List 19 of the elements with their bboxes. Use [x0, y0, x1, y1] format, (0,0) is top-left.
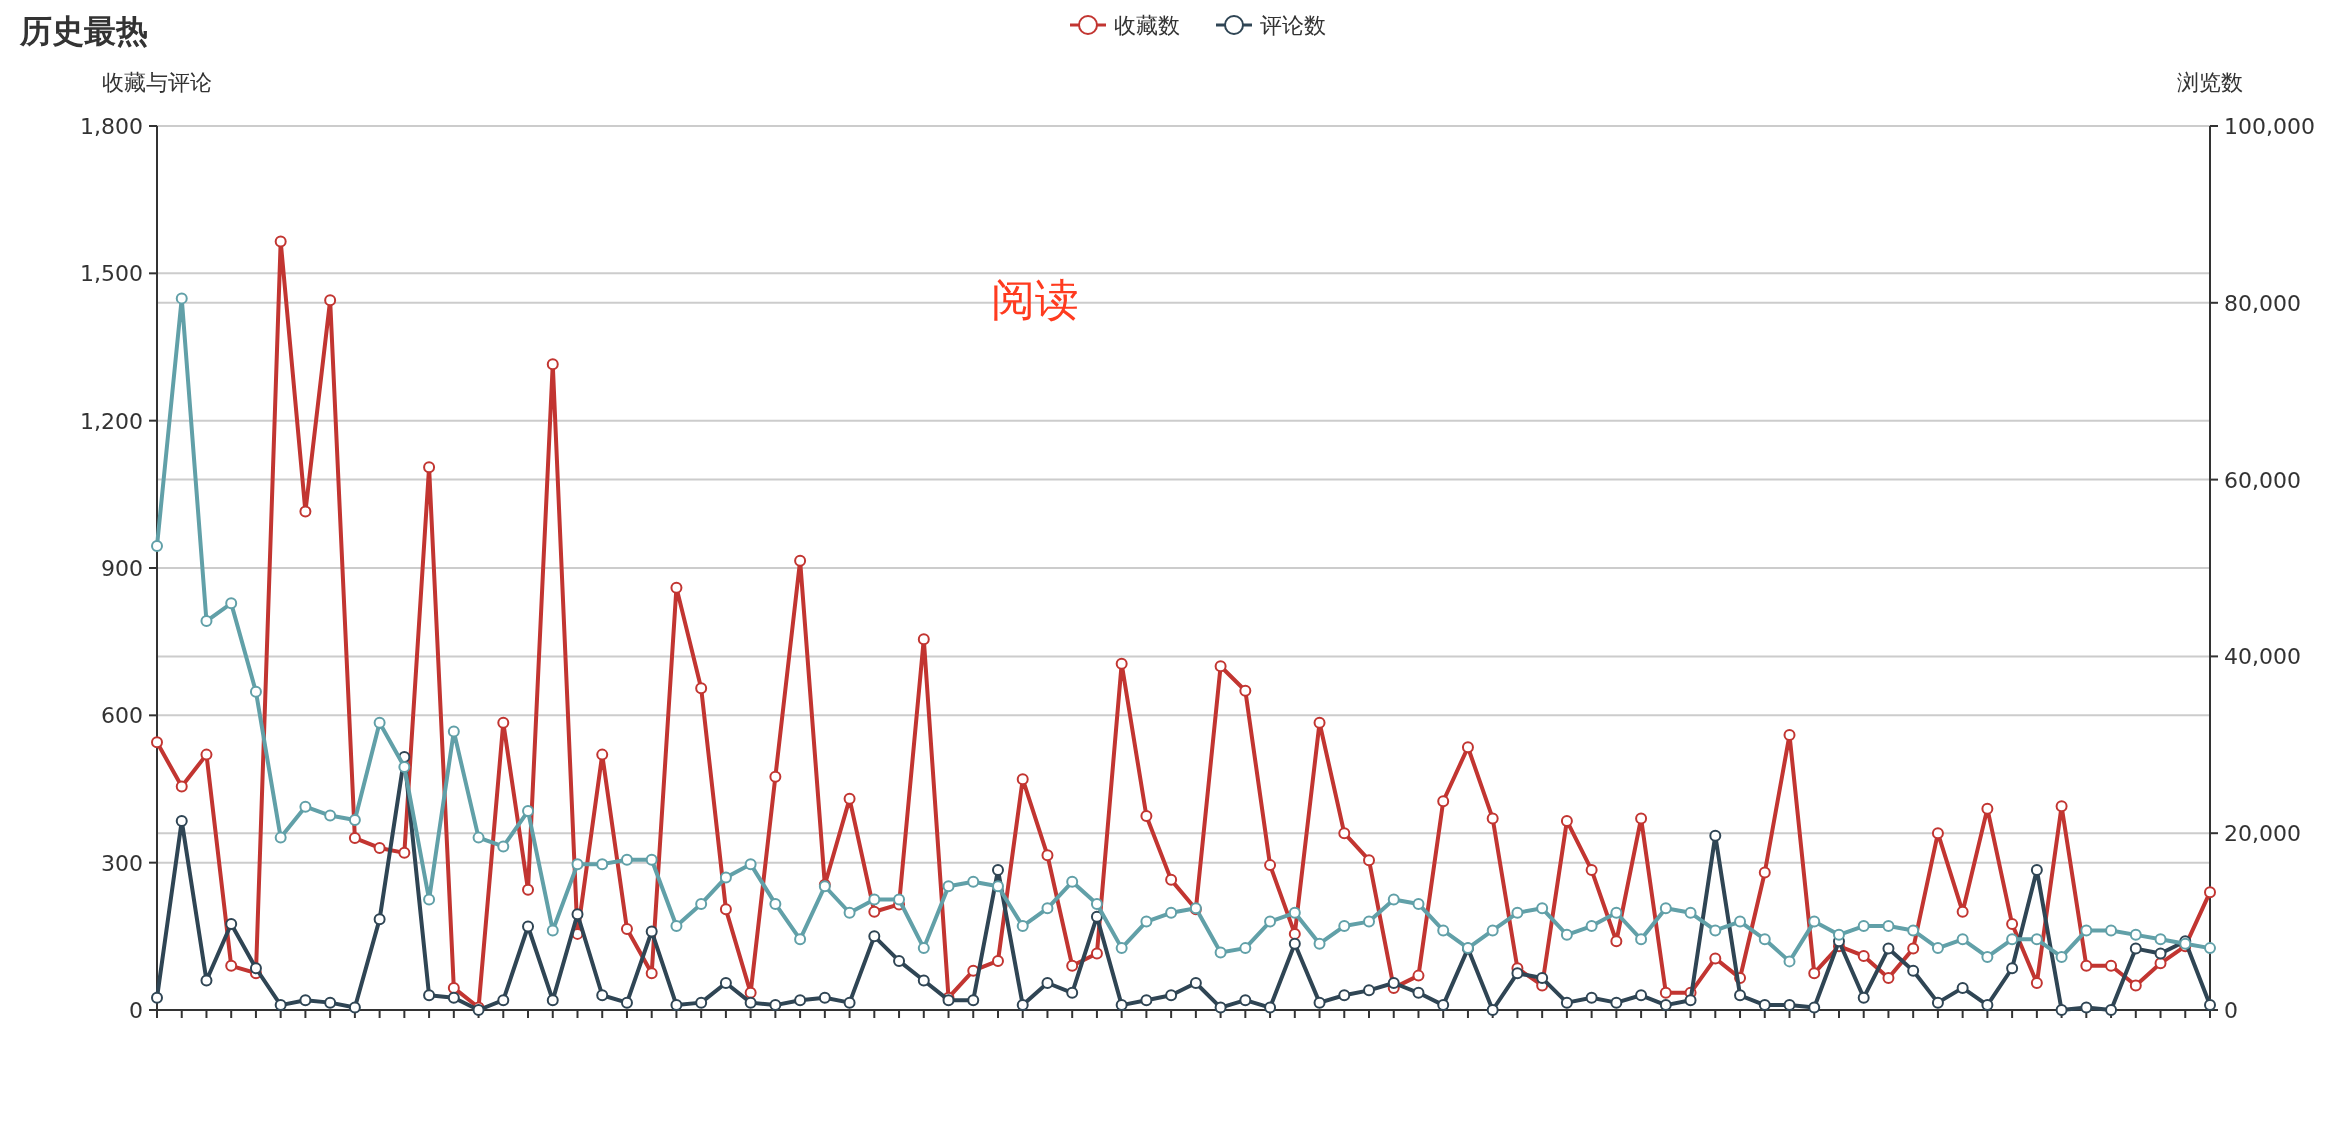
y-tick-label: 1,200 [80, 408, 143, 434]
y-tick-label: 1,800 [80, 114, 143, 139]
y-tick-label: 600 [101, 703, 143, 729]
y-tick-label: 1,500 [80, 261, 143, 287]
legend-label: 收藏数 [1114, 13, 1180, 38]
legend-label: 评论数 [1260, 13, 1326, 38]
y2-tick-label: 100,000 [2224, 114, 2315, 139]
y-axis-title: 收藏与评论 [102, 70, 212, 95]
y2-tick-label: 60,000 [2224, 467, 2301, 493]
y2-tick-label: 80,000 [2224, 290, 2301, 316]
y-tick-label: 300 [101, 850, 143, 876]
annotation: 阅读 [991, 274, 1079, 325]
chart-title: 历史最热 [19, 12, 148, 50]
y2-tick-label: 40,000 [2224, 644, 2301, 670]
y2-tick-label: 0 [2224, 998, 2238, 1023]
y2-tick-label: 20,000 [2224, 821, 2301, 847]
y-tick-label: 0 [129, 998, 143, 1023]
y2-axis-title: 浏览数 [2177, 70, 2243, 95]
y-tick-label: 900 [101, 556, 143, 581]
